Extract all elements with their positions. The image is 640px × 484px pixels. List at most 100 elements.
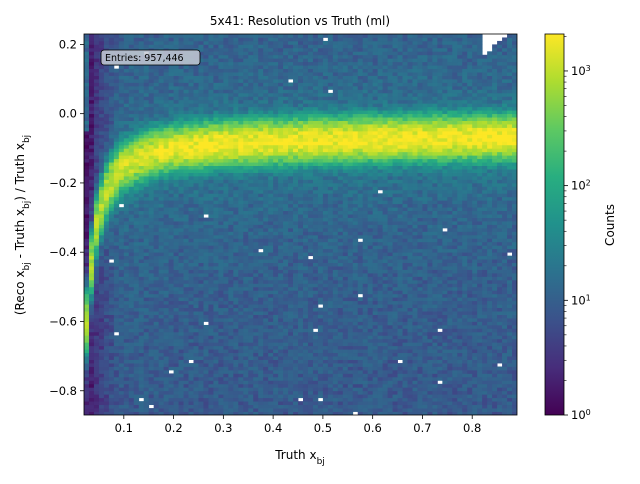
heatmap-cell xyxy=(228,356,234,360)
heatmap-cell xyxy=(278,401,284,406)
heatmap-cell xyxy=(298,68,304,73)
heatmap-cell xyxy=(273,75,279,80)
heatmap-cell xyxy=(293,272,299,277)
heatmap-cell xyxy=(233,113,239,118)
heatmap-cell xyxy=(178,373,184,378)
heatmap-cell xyxy=(88,266,95,270)
heatmap-cell xyxy=(223,307,229,312)
heatmap-cell xyxy=(288,40,294,45)
heatmap-cell xyxy=(108,245,115,250)
heatmap-cell xyxy=(238,134,244,139)
heatmap-cell xyxy=(123,120,130,125)
heatmap-cell xyxy=(153,144,160,149)
heatmap-cell xyxy=(148,113,155,118)
heatmap-cell xyxy=(213,96,219,101)
heatmap-cell xyxy=(103,207,110,212)
heatmap-cell xyxy=(128,404,135,409)
heatmap-cell xyxy=(203,99,209,104)
heatmap-cell xyxy=(218,221,224,225)
heatmap-cell xyxy=(218,75,224,80)
heatmap-cell xyxy=(268,117,274,121)
heatmap-cell xyxy=(218,186,224,191)
heatmap-cell xyxy=(273,363,279,367)
heatmap-cell xyxy=(88,304,95,309)
heatmap-cell xyxy=(158,200,165,205)
heatmap-cell xyxy=(143,130,150,135)
heatmap-cell xyxy=(233,196,239,201)
heatmap-cell xyxy=(84,162,90,167)
heatmap-cell xyxy=(263,411,269,415)
heatmap-cell xyxy=(133,255,140,260)
heatmap-cell xyxy=(118,34,125,38)
heatmap-cell xyxy=(84,266,90,270)
heatmap-cell xyxy=(118,331,125,336)
heatmap-cell xyxy=(168,234,174,239)
heatmap-cell xyxy=(228,307,234,312)
heatmap-cell xyxy=(158,307,165,312)
heatmap-cell xyxy=(288,82,294,87)
heatmap-cell xyxy=(278,238,284,243)
heatmap-cell xyxy=(248,127,254,132)
heatmap-cell xyxy=(153,155,160,160)
heatmap-cell xyxy=(163,290,170,295)
heatmap-cell xyxy=(113,162,120,167)
heatmap-cell xyxy=(213,259,219,263)
heatmap-cell xyxy=(98,134,105,139)
heatmap-cell xyxy=(88,103,95,108)
heatmap-cell xyxy=(168,89,174,94)
heatmap-cell xyxy=(293,349,299,354)
heatmap-cell xyxy=(253,383,259,388)
heatmap-cell xyxy=(168,137,174,142)
heatmap-cell xyxy=(258,376,264,381)
heatmap-cell xyxy=(263,75,269,80)
heatmap-cell xyxy=(158,328,165,333)
heatmap-cell xyxy=(233,248,239,253)
heatmap-cell xyxy=(193,217,199,222)
heatmap-cell xyxy=(84,245,90,250)
heatmap-cell xyxy=(153,387,160,392)
heatmap-cell xyxy=(228,241,234,246)
heatmap-cell xyxy=(198,373,204,378)
heatmap-cell xyxy=(223,401,229,406)
heatmap-cell xyxy=(218,352,224,357)
heatmap-cell xyxy=(178,186,184,191)
heatmap-cell xyxy=(278,259,284,263)
heatmap-cell xyxy=(283,221,289,225)
heatmap-cell xyxy=(293,383,299,388)
heatmap-cell xyxy=(218,113,224,118)
heatmap-cell xyxy=(108,311,115,315)
heatmap-cell xyxy=(138,283,145,288)
heatmap-cell xyxy=(98,214,105,218)
heatmap-cell xyxy=(98,47,105,52)
heatmap-cell xyxy=(183,189,189,194)
heatmap-cell xyxy=(288,110,294,115)
heatmap-cell xyxy=(228,186,234,191)
heatmap-cell xyxy=(288,345,294,350)
heatmap-cell xyxy=(278,200,284,205)
heatmap-cell xyxy=(108,272,115,277)
heatmap-cell xyxy=(153,110,160,115)
heatmap-cell xyxy=(208,44,214,49)
heatmap-cell xyxy=(188,79,194,83)
heatmap-cell xyxy=(98,373,105,378)
heatmap-cell xyxy=(228,255,234,260)
heatmap-cell xyxy=(88,321,95,326)
heatmap-cell xyxy=(307,262,314,267)
heatmap-cell xyxy=(93,390,100,395)
heatmap-cell xyxy=(128,158,135,163)
heatmap-cell xyxy=(278,352,284,357)
heatmap-cell xyxy=(198,127,204,132)
heatmap-cell xyxy=(193,338,199,343)
heatmap-cell xyxy=(298,37,304,42)
heatmap-cell xyxy=(183,241,189,246)
heatmap-cell xyxy=(193,179,199,184)
heatmap-cell xyxy=(173,217,179,222)
heatmap-cell xyxy=(208,127,214,132)
heatmap-cell xyxy=(278,137,284,142)
heatmap-cell xyxy=(258,106,264,111)
heatmap-cell xyxy=(193,373,199,378)
heatmap-cell xyxy=(228,394,234,399)
heatmap-cell xyxy=(223,130,229,135)
heatmap-cell xyxy=(223,276,229,281)
heatmap-cell xyxy=(103,221,110,225)
